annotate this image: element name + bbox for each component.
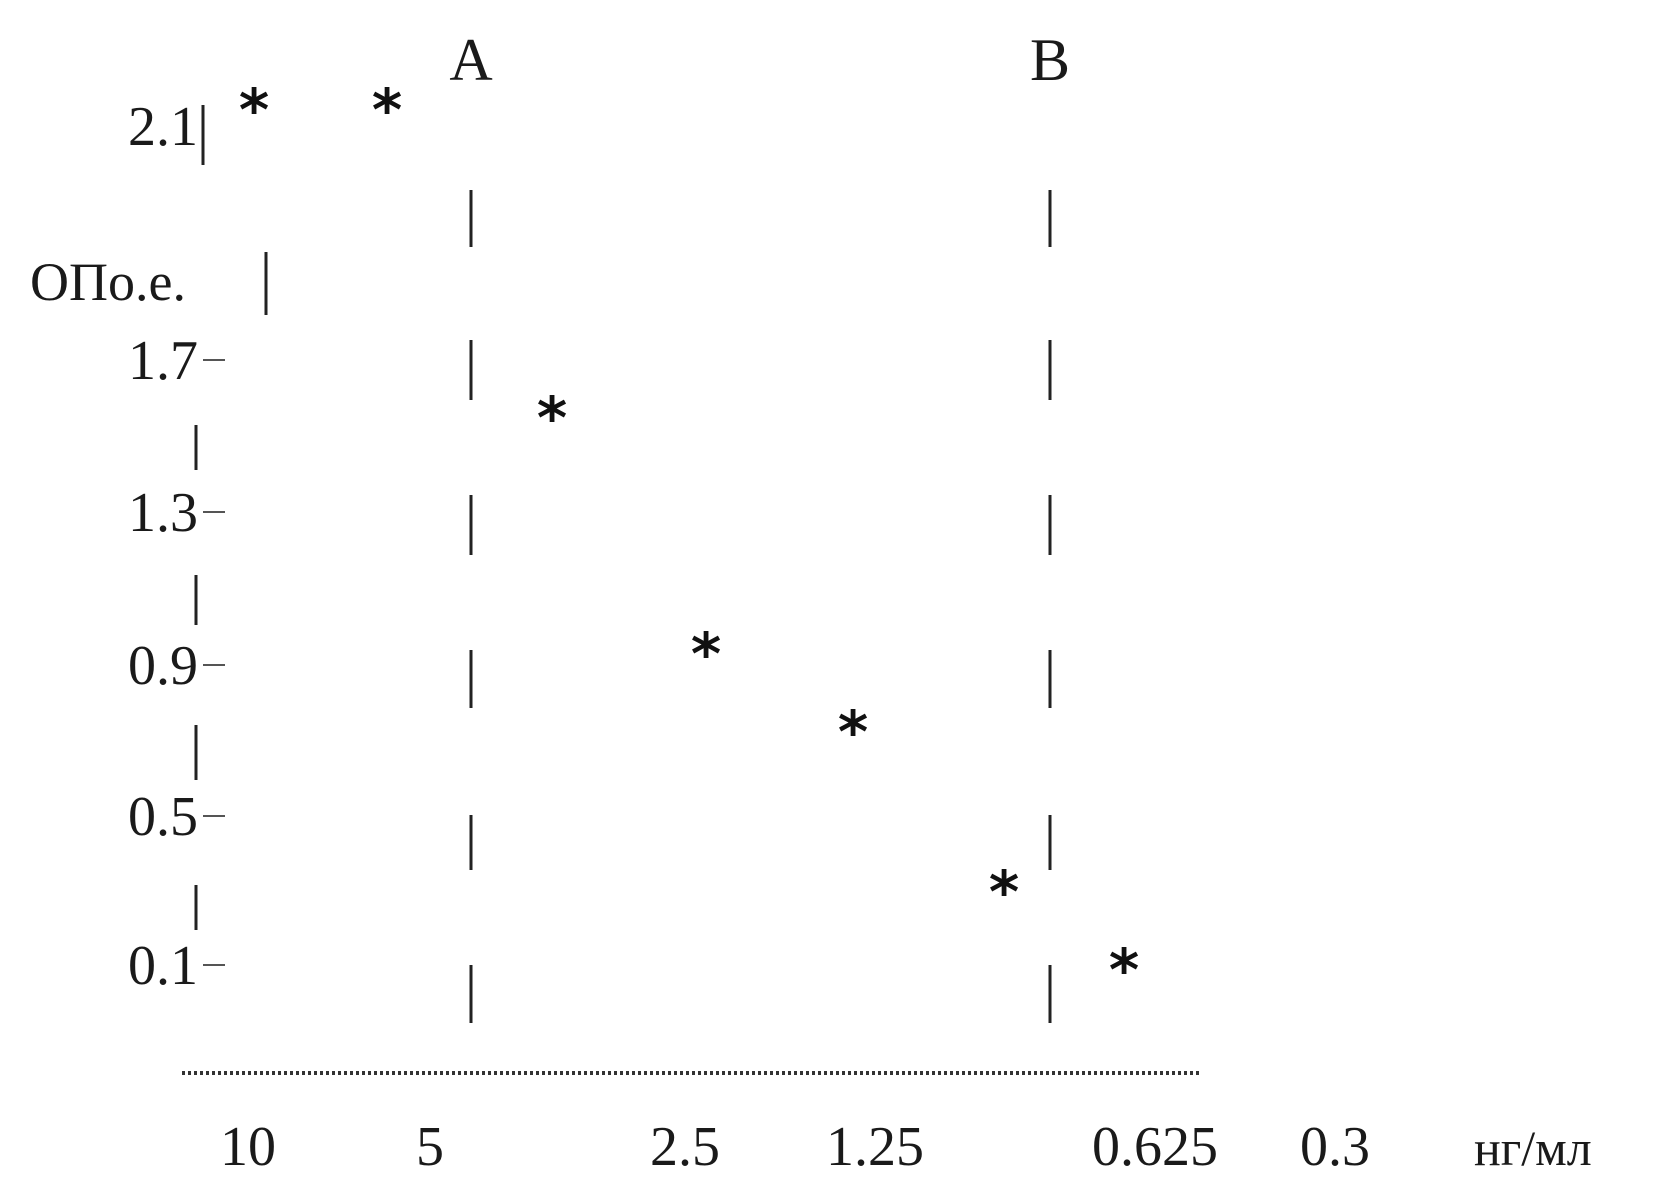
- x-tick-label: 10: [220, 1116, 276, 1178]
- y-tick-label: 0.1: [128, 935, 198, 997]
- data-point-star: *: [239, 76, 269, 144]
- data-point-star: *: [1109, 936, 1139, 1004]
- y-tick-label: 0.9: [128, 635, 198, 697]
- data-point-star: *: [838, 698, 868, 766]
- reference-line-label: B: [1030, 27, 1070, 93]
- data-point-star: *: [372, 76, 402, 144]
- x-axis-unit-label: нг/мл: [1474, 1120, 1592, 1176]
- data-point-star: *: [691, 620, 721, 688]
- data-point-star: *: [537, 384, 567, 452]
- x-tick-label: 0.625: [1092, 1116, 1218, 1178]
- data-points: * * * * * * *: [239, 76, 1139, 1004]
- x-tick-label: 1.25: [826, 1116, 924, 1178]
- reference-line-label: A: [449, 27, 492, 93]
- x-tick-label: 5: [416, 1116, 444, 1178]
- y-tick-label: 2.1: [128, 96, 198, 158]
- y-axis-label: ОПо.е.: [30, 252, 186, 312]
- y-tick-label: 1.3: [128, 482, 198, 544]
- y-tick-label: 1.7: [128, 330, 198, 392]
- x-tick-label: 2.5: [650, 1116, 720, 1178]
- data-point-star: *: [989, 858, 1019, 926]
- reference-lines: AB: [449, 27, 1070, 1023]
- x-tick-label: 0.3: [1300, 1116, 1370, 1178]
- x-axis: 10 5 2.5 1.25 0.625 0.3: [182, 1073, 1370, 1178]
- y-tick-label: 0.5: [128, 786, 198, 848]
- y-axis: 2.1 1.7 1.3 0.9 0.5 0.1: [128, 96, 266, 997]
